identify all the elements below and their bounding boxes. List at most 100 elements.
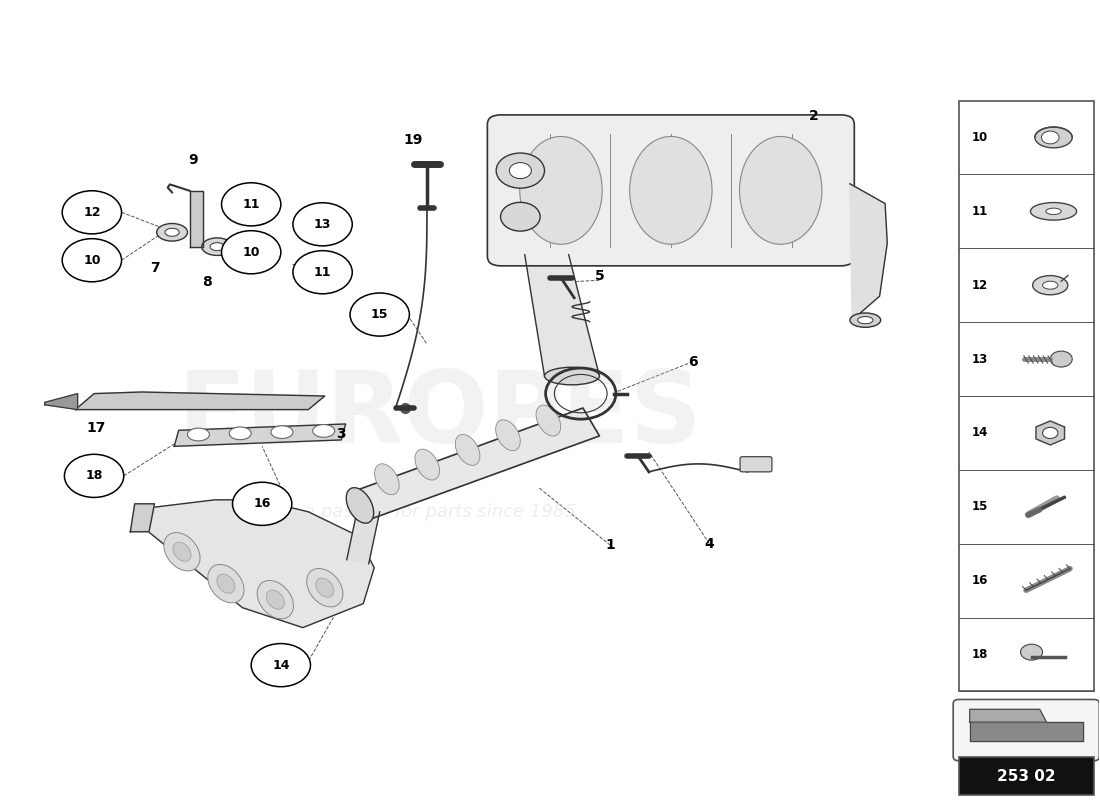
Ellipse shape	[1031, 202, 1077, 220]
Ellipse shape	[187, 428, 209, 441]
Text: 5: 5	[595, 270, 604, 283]
Ellipse shape	[739, 137, 822, 244]
Text: 6: 6	[688, 354, 697, 369]
Text: 12: 12	[972, 278, 988, 292]
Text: 16: 16	[972, 574, 988, 587]
Text: 10: 10	[972, 131, 988, 144]
Circle shape	[1043, 427, 1058, 438]
Polygon shape	[76, 392, 324, 410]
Circle shape	[221, 230, 280, 274]
Polygon shape	[1036, 421, 1065, 445]
FancyBboxPatch shape	[959, 757, 1093, 795]
Ellipse shape	[165, 228, 179, 236]
Text: 15: 15	[972, 500, 988, 514]
Circle shape	[293, 250, 352, 294]
Ellipse shape	[496, 420, 520, 450]
Ellipse shape	[229, 427, 251, 440]
Polygon shape	[45, 394, 78, 410]
Text: 1: 1	[605, 538, 615, 552]
Text: 15: 15	[371, 308, 388, 321]
Text: 11: 11	[242, 198, 260, 211]
Ellipse shape	[544, 367, 600, 385]
Ellipse shape	[257, 581, 294, 619]
Ellipse shape	[316, 578, 333, 598]
Text: 19: 19	[403, 134, 422, 147]
FancyBboxPatch shape	[487, 115, 855, 266]
Ellipse shape	[520, 137, 602, 244]
Text: 13: 13	[314, 218, 331, 231]
Circle shape	[500, 202, 540, 231]
Ellipse shape	[164, 533, 200, 571]
Circle shape	[1042, 131, 1059, 144]
Ellipse shape	[1046, 208, 1062, 214]
FancyBboxPatch shape	[740, 457, 772, 472]
Ellipse shape	[455, 434, 480, 466]
Text: 14: 14	[272, 658, 289, 672]
Circle shape	[63, 190, 121, 234]
Circle shape	[251, 643, 310, 686]
Polygon shape	[970, 722, 1082, 742]
Text: 10: 10	[242, 246, 260, 258]
Polygon shape	[174, 424, 345, 446]
Ellipse shape	[266, 590, 285, 610]
Polygon shape	[525, 254, 600, 376]
Ellipse shape	[307, 569, 343, 607]
Circle shape	[65, 454, 123, 498]
Text: 253 02: 253 02	[997, 769, 1056, 783]
Ellipse shape	[858, 317, 873, 324]
Text: 3: 3	[337, 426, 346, 441]
Text: a passion for parts since 1985: a passion for parts since 1985	[305, 503, 576, 521]
Text: 18: 18	[972, 648, 988, 661]
Ellipse shape	[251, 242, 265, 250]
Polygon shape	[130, 504, 154, 532]
Ellipse shape	[156, 223, 187, 241]
Text: 7: 7	[150, 262, 160, 275]
Ellipse shape	[374, 464, 399, 494]
Circle shape	[221, 182, 280, 226]
Ellipse shape	[346, 488, 374, 523]
Text: 4: 4	[704, 537, 714, 550]
Circle shape	[1050, 351, 1072, 367]
Ellipse shape	[536, 405, 561, 436]
Text: 11: 11	[314, 266, 331, 278]
Text: 14: 14	[972, 426, 988, 439]
Text: 8: 8	[202, 275, 212, 289]
Polygon shape	[132, 500, 374, 628]
Polygon shape	[352, 408, 600, 520]
Ellipse shape	[210, 242, 224, 250]
Ellipse shape	[415, 449, 440, 480]
FancyBboxPatch shape	[954, 699, 1099, 761]
Ellipse shape	[1033, 276, 1068, 294]
Circle shape	[232, 482, 292, 526]
Ellipse shape	[208, 565, 244, 603]
Text: 2: 2	[808, 110, 818, 123]
Circle shape	[350, 293, 409, 336]
Text: 13: 13	[972, 353, 988, 366]
Ellipse shape	[173, 542, 191, 562]
Text: 9: 9	[188, 154, 198, 167]
Ellipse shape	[850, 313, 881, 327]
Ellipse shape	[629, 137, 712, 244]
Ellipse shape	[242, 238, 273, 255]
Ellipse shape	[217, 574, 235, 594]
Circle shape	[509, 162, 531, 178]
Text: 18: 18	[86, 470, 102, 482]
Ellipse shape	[1043, 282, 1058, 289]
Ellipse shape	[240, 207, 271, 225]
Text: EUROPES: EUROPES	[178, 367, 703, 465]
Circle shape	[63, 238, 121, 282]
Text: 11: 11	[972, 205, 988, 218]
Text: 10: 10	[84, 254, 100, 266]
Circle shape	[496, 153, 544, 188]
Ellipse shape	[1035, 127, 1072, 148]
Text: 17: 17	[87, 421, 106, 435]
Polygon shape	[346, 508, 380, 564]
Ellipse shape	[249, 212, 263, 220]
Polygon shape	[970, 710, 1046, 722]
Ellipse shape	[271, 426, 293, 438]
Text: 12: 12	[84, 206, 100, 219]
Circle shape	[293, 202, 352, 246]
Text: 16: 16	[253, 498, 271, 510]
Ellipse shape	[201, 238, 232, 255]
Polygon shape	[850, 184, 888, 320]
